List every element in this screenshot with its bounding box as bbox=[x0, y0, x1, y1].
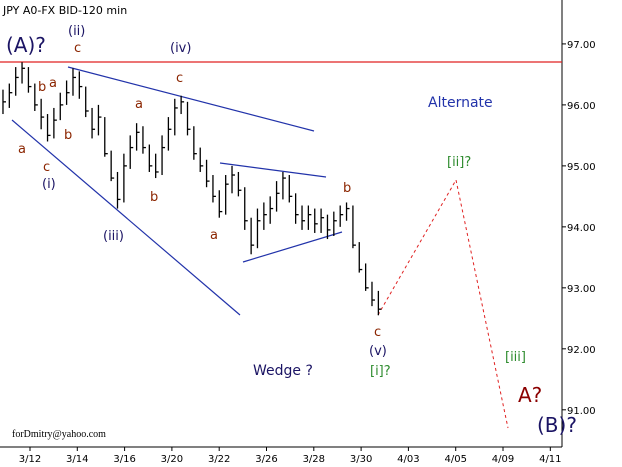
x-tick-label: 3/26 bbox=[255, 454, 277, 465]
annotation: b bbox=[38, 80, 46, 95]
x-tick-label: 3/30 bbox=[350, 454, 372, 465]
x-tick-label: 3/22 bbox=[208, 454, 230, 465]
x-tick-label: 4/03 bbox=[397, 454, 419, 465]
annotation: c bbox=[43, 160, 50, 175]
annotation: Alternate bbox=[428, 95, 493, 111]
annotation: (B)? bbox=[537, 413, 577, 437]
x-tick-label: 3/28 bbox=[303, 454, 325, 465]
annotation: c bbox=[176, 71, 183, 86]
y-tick-label: 92.00 bbox=[567, 345, 596, 356]
x-tick-label: 3/20 bbox=[161, 454, 183, 465]
annotation: b bbox=[150, 190, 158, 205]
annotation: (i) bbox=[42, 177, 56, 192]
annotation: c bbox=[374, 325, 381, 340]
y-tick-label: 97.00 bbox=[567, 40, 596, 51]
triangle-upper bbox=[219, 162, 327, 178]
y-tick-label: 96.00 bbox=[567, 101, 596, 112]
x-tick-label: 4/09 bbox=[492, 454, 514, 465]
chart-title: JPY A0-FX BID-120 min bbox=[2, 4, 127, 17]
annotation: (A)? bbox=[6, 33, 46, 57]
annotation: forDmitry@yahoo.com bbox=[12, 429, 106, 440]
wedge-lower bbox=[11, 119, 241, 316]
annotation: [ii]? bbox=[447, 155, 471, 170]
annotation: Wedge ? bbox=[253, 363, 313, 379]
y-tick-label: 94.00 bbox=[567, 223, 596, 234]
annotation: (iii) bbox=[103, 229, 124, 244]
triangle-lower bbox=[242, 231, 343, 263]
y-tick-label: 95.00 bbox=[567, 162, 596, 173]
x-tick-label: 3/14 bbox=[66, 454, 88, 465]
annotation: A? bbox=[518, 383, 542, 407]
annotation: b bbox=[64, 128, 72, 143]
annotation: (v) bbox=[369, 344, 387, 359]
x-tick-label: 4/11 bbox=[539, 454, 561, 465]
y-tick-label: 91.00 bbox=[567, 406, 596, 417]
trendlines bbox=[11, 66, 343, 316]
annotation: (iv) bbox=[170, 41, 191, 56]
annotation: a bbox=[49, 76, 57, 91]
wedge-upper bbox=[67, 66, 315, 132]
annotation: a bbox=[18, 142, 26, 157]
annotation: b bbox=[343, 181, 351, 196]
annotation: a bbox=[210, 228, 218, 243]
annotation: c bbox=[74, 41, 81, 56]
x-tick-label: 3/12 bbox=[19, 454, 41, 465]
annotation: a bbox=[135, 97, 143, 112]
annotation: [iii] bbox=[505, 350, 526, 365]
y-tick-label: 93.00 bbox=[567, 284, 596, 295]
x-tick-label: 3/16 bbox=[113, 454, 135, 465]
projection bbox=[377, 178, 509, 429]
annotation: (ii) bbox=[68, 24, 85, 39]
x-tick-label: 4/05 bbox=[444, 454, 466, 465]
annotation: [i]? bbox=[370, 364, 391, 379]
